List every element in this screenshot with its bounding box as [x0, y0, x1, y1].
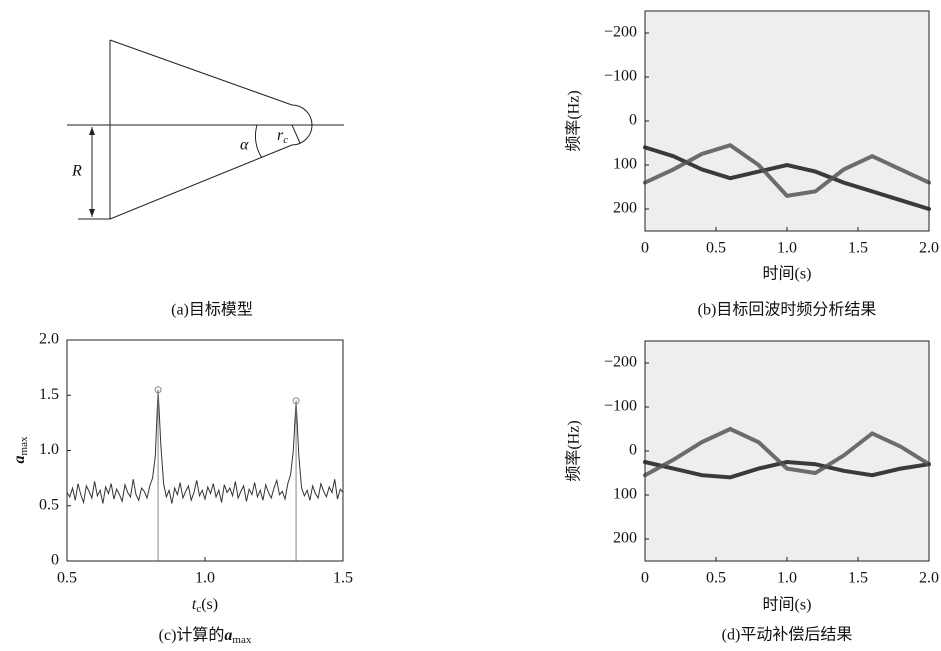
peak-marker — [292, 397, 300, 405]
caption: (c)计算的amax — [159, 625, 252, 646]
x-tick-label: 0.5 — [57, 570, 77, 587]
caption: (d)平动补偿后结果 — [722, 626, 853, 644]
ridge — [643, 143, 931, 198]
radius-label: rc — [277, 127, 288, 146]
caption: (b)目标回波时频分析结果 — [698, 301, 877, 319]
x-tick-label: 0 — [641, 240, 649, 257]
y-tick-label: −100 — [604, 68, 637, 85]
y-tick-label: 0.5 — [39, 496, 59, 513]
y-axis-label: 频率(Hz) — [565, 90, 583, 151]
cone-side — [109, 39, 293, 106]
y-tick-label: −100 — [604, 398, 637, 415]
y-axis-label: amax — [11, 436, 30, 463]
r-label: R — [71, 163, 82, 180]
x-tick-label: 1.0 — [777, 570, 797, 587]
ridge — [643, 145, 931, 211]
plot-frame — [644, 10, 930, 232]
cone-side — [109, 144, 293, 220]
ridge — [643, 426, 931, 478]
caption: (a)目标模型 — [171, 301, 253, 319]
ridge — [643, 459, 931, 480]
x-tick-label: 0.5 — [706, 570, 726, 587]
plot-frame — [644, 340, 930, 562]
target-model: α rc R (a)目标模型 — [67, 39, 344, 319]
y-tick-label: −200 — [604, 354, 637, 371]
spectrogram-background — [645, 11, 929, 231]
x-tick-label: 1.5 — [848, 570, 868, 587]
y-tick-label: 100 — [613, 486, 637, 503]
y-tick-label: 2.0 — [39, 331, 59, 348]
x-axis-label: 时间(s) — [763, 596, 812, 614]
peak-marker — [154, 386, 162, 394]
x-tick-label: 0 — [641, 570, 649, 587]
y-tick-label: 0 — [629, 442, 637, 459]
y-tick-label: 1.0 — [39, 441, 59, 458]
x-axis-label: 时间(s) — [763, 265, 812, 283]
y-tick-label: 200 — [613, 200, 637, 217]
x-tick-label: 2.0 — [919, 570, 939, 587]
radius-line — [291, 124, 301, 144]
alpha-label: α — [240, 137, 249, 154]
angle-arc — [254, 124, 263, 159]
y-tick-label: 1.5 — [39, 386, 59, 403]
y-tick-label: 0 — [51, 552, 59, 569]
x-tick-label: 0.5 — [706, 240, 726, 257]
x-tick-label: 1.5 — [848, 240, 868, 257]
plot-frame — [66, 339, 344, 562]
y-tick-label: 0 — [629, 112, 637, 129]
x-axis-label: tc(s) — [192, 596, 218, 615]
series-line — [66, 389, 344, 505]
x-tick-label: 1.5 — [333, 570, 353, 587]
x-tick-label: 2.0 — [919, 240, 939, 257]
x-tick-label: 1.0 — [195, 570, 215, 587]
x-tick-label: 1.0 — [777, 240, 797, 257]
y-tick-label: 200 — [613, 530, 637, 547]
spectrogram-background — [645, 341, 929, 561]
y-axis-label: 频率(Hz) — [565, 420, 583, 481]
y-tick-label: −200 — [604, 24, 637, 41]
y-tick-label: 100 — [613, 156, 637, 173]
